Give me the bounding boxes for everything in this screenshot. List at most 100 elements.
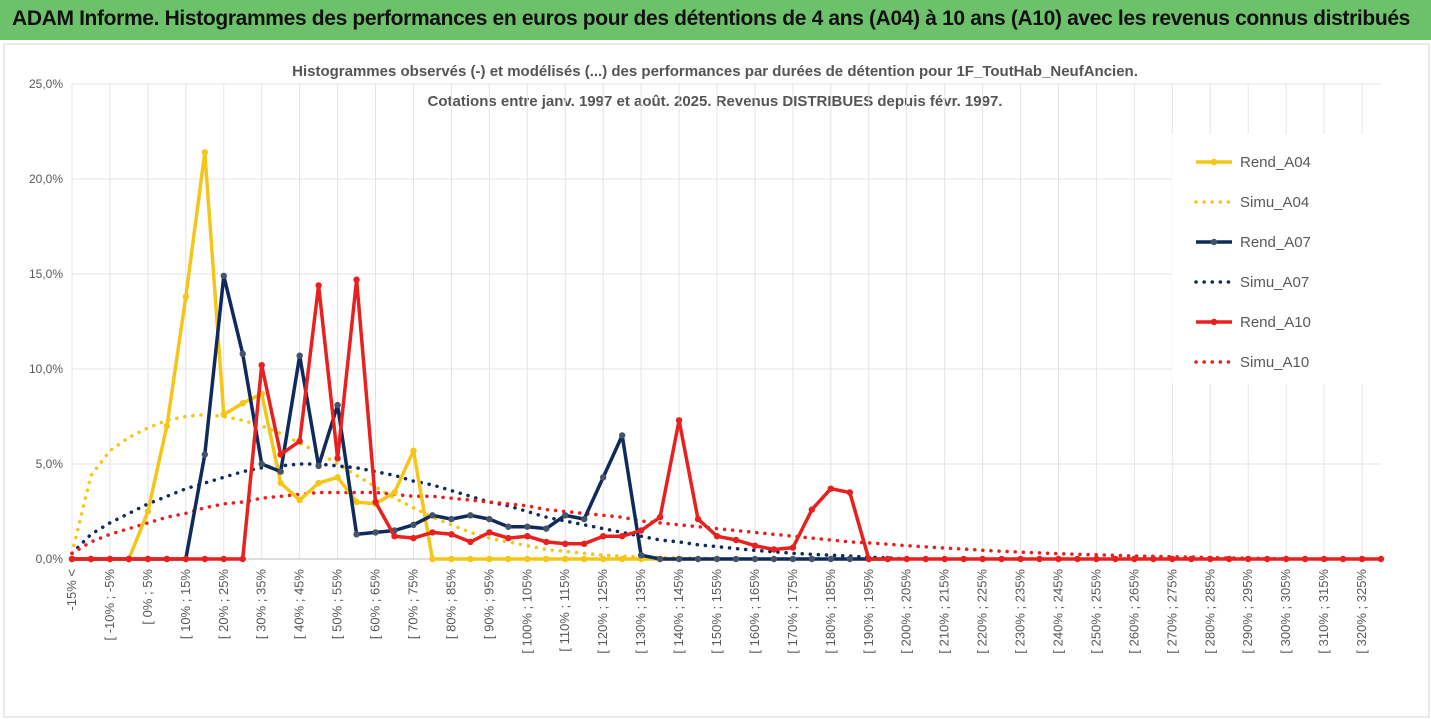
data-point — [220, 411, 227, 418]
data-point — [675, 417, 683, 424]
data-point — [429, 512, 436, 519]
data-point — [201, 451, 208, 458]
data-point — [296, 496, 303, 504]
x-tick-label: [ 190% ; 195% — [861, 569, 876, 654]
data-point — [543, 538, 550, 546]
data-point — [656, 555, 664, 563]
data-point — [277, 468, 284, 475]
x-tick-label: [ 290% ; 295% — [1240, 569, 1255, 654]
x-tick-label: [ 10% ; 15% — [178, 569, 193, 640]
data-point — [524, 523, 531, 530]
x-tick-label: [ 260% ; 265% — [1126, 569, 1141, 654]
data-point — [144, 555, 152, 563]
data-point — [808, 506, 816, 513]
x-tick-label: [ 90% ; 95% — [481, 569, 496, 640]
data-point — [296, 438, 303, 445]
data-point — [732, 536, 740, 544]
data-point — [884, 555, 891, 563]
x-tick-label: [ 220% ; 225% — [975, 569, 990, 654]
data-point — [467, 555, 474, 563]
data-point — [543, 525, 550, 532]
data-point — [827, 555, 835, 563]
data-point — [505, 534, 512, 542]
chart-title-line2: Cotations entre janv. 1997 et août. 2025… — [428, 93, 1003, 110]
chart-title-line1: Histogrammes observés (-) et modélisés (… — [292, 63, 1138, 80]
data-point — [618, 555, 626, 563]
data-point — [239, 350, 246, 357]
data-point — [182, 293, 190, 300]
data-point — [581, 515, 588, 523]
data-point — [1245, 555, 1252, 563]
markers-Rend_A10 — [68, 276, 1385, 563]
legend-box — [1172, 134, 1382, 384]
data-point — [1226, 555, 1233, 563]
data-point — [353, 276, 360, 283]
x-tick-label: [ 150% ; 155% — [709, 569, 724, 654]
data-point — [637, 552, 645, 559]
data-point — [448, 515, 455, 523]
data-point — [467, 512, 474, 519]
data-point — [467, 538, 474, 546]
data-point — [1150, 555, 1157, 563]
data-point — [1339, 555, 1347, 563]
data-point — [960, 555, 967, 563]
data-point — [353, 531, 360, 538]
y-axis: 0,0% 5,0% 10,0% 15,0% 20,0% 25,0% — [29, 77, 63, 566]
data-point — [505, 555, 512, 563]
data-point — [125, 555, 133, 563]
data-point — [1263, 555, 1271, 563]
data-point — [144, 508, 152, 515]
data-point — [277, 451, 284, 458]
data-point — [637, 527, 645, 534]
legend-marker — [1210, 158, 1218, 166]
data-point — [751, 542, 759, 549]
banner-title: ADAM Informe. Histogrammes des performan… — [12, 7, 1410, 30]
data-point — [505, 523, 512, 530]
legend: Rend_A04 Simu_A04 Rend_A07 Simu_A07 Rend_A10… — [1194, 154, 1311, 371]
data-point — [220, 555, 227, 563]
y-tick-label: 20,0% — [29, 172, 63, 186]
data-point — [656, 514, 664, 521]
data-point — [979, 555, 986, 563]
data-point — [429, 529, 436, 536]
x-tick-label: [ 110% ; 115% — [557, 569, 572, 652]
x-tick-label: [ 270% ; 275% — [1164, 569, 1179, 654]
data-point — [448, 555, 455, 563]
data-point — [486, 555, 493, 563]
data-point — [618, 533, 626, 540]
data-point — [770, 546, 778, 553]
data-point — [163, 555, 171, 563]
legend-label-Rend_A10: Rend_A10 — [1240, 314, 1311, 331]
data-point — [562, 540, 569, 547]
data-point — [1074, 555, 1081, 563]
data-point — [543, 555, 550, 563]
series-line-Rend_A04 — [72, 150, 698, 561]
data-point — [315, 462, 322, 470]
data-point — [87, 555, 95, 563]
x-tick-label: [ 80% ; 85% — [443, 569, 458, 640]
data-point — [1358, 555, 1366, 563]
data-point — [903, 555, 910, 563]
data-point — [429, 555, 436, 563]
data-point — [163, 422, 171, 430]
data-point — [922, 555, 929, 563]
data-point — [68, 555, 76, 563]
data-point — [599, 474, 607, 481]
x-tick-label: [ 250% ; 255% — [1088, 569, 1103, 654]
data-point — [410, 534, 417, 542]
y-tick-label: 5,0% — [36, 457, 64, 471]
data-point — [675, 555, 683, 563]
data-point — [998, 555, 1005, 563]
data-point — [562, 555, 569, 563]
data-point — [410, 521, 417, 528]
data-point — [618, 432, 626, 439]
x-tick-label: [ 240% ; 245% — [1050, 569, 1065, 654]
data-point — [941, 555, 948, 563]
data-point — [1093, 555, 1100, 563]
data-point — [1282, 555, 1290, 563]
data-point — [277, 479, 284, 487]
data-point — [334, 474, 341, 481]
data-point — [599, 533, 607, 540]
series-layer — [68, 149, 1385, 563]
data-point — [258, 362, 265, 369]
